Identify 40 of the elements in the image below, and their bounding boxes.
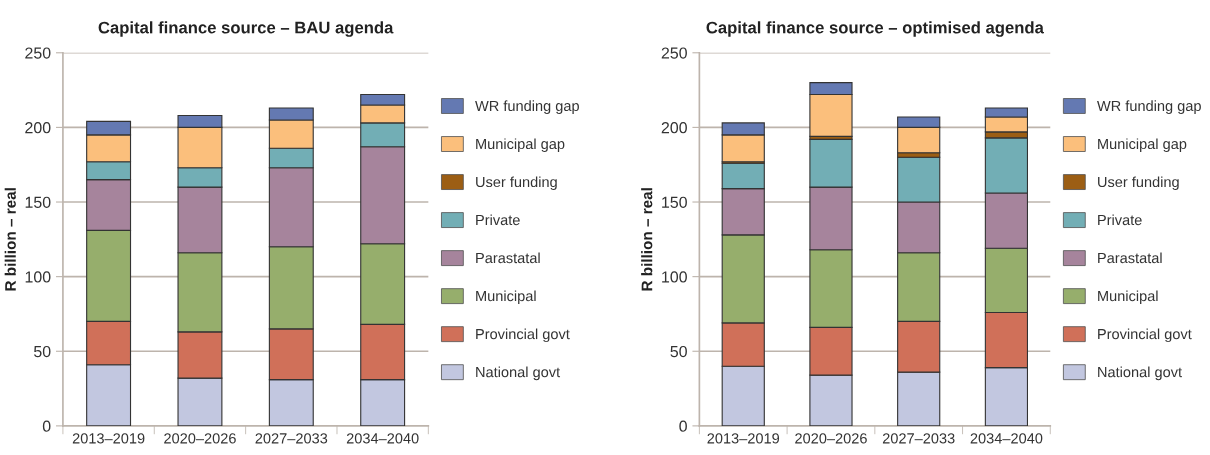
- legend-label: Private: [1098, 214, 1142, 226]
- legend-label: National govt: [476, 366, 561, 381]
- y-tick-label: 50: [33, 345, 51, 358]
- x-tick-label: 2020–2026: [164, 433, 236, 444]
- y-tick-label: 250: [661, 47, 687, 59]
- legend-label: User funding: [1098, 176, 1179, 190]
- legend-label: Municipal gap: [476, 138, 565, 152]
- y-tick-label: 0: [42, 420, 51, 432]
- x-tick-label: 2034–2040: [346, 433, 419, 444]
- legend-label: Provincial govt: [1098, 328, 1192, 343]
- legend-label: Municipal: [476, 290, 536, 305]
- y-tick-label: 150: [25, 196, 51, 208]
- y-axis-title: R billion – real: [4, 188, 16, 291]
- legend-label: User funding: [476, 176, 557, 190]
- x-tick-label: 2020–2026: [795, 433, 867, 444]
- x-tick-label: 2013–2019: [707, 433, 780, 444]
- legend-label: Private: [476, 214, 520, 226]
- x-tick-label: 2034–2040: [970, 433, 1043, 444]
- legend-label: WR funding gap: [1097, 100, 1201, 114]
- legend-label: WR funding gap: [475, 100, 579, 114]
- y-tick-label: 0: [679, 420, 687, 432]
- chart-title: Capital finance source – optimised agenda: [706, 21, 1044, 37]
- y-tick-label: 100: [25, 271, 51, 283]
- x-tick-label: 2013–2019: [72, 433, 145, 444]
- legend-label: Provincial govt: [476, 328, 570, 343]
- legend-label: Parastatal: [1098, 252, 1162, 264]
- legend-label: Parastatal: [476, 252, 540, 264]
- x-tick-label: 2027–2033: [882, 433, 955, 444]
- y-axis-title: R billion – real: [641, 188, 653, 291]
- legend-label: Municipal gap: [1098, 138, 1187, 152]
- y-tick-label: 100: [662, 271, 687, 283]
- legend-label: National govt: [1098, 366, 1182, 381]
- y-tick-label: 200: [25, 122, 51, 134]
- y-tick-label: 200: [661, 122, 687, 134]
- y-tick-label: 150: [662, 196, 687, 208]
- y-tick-label: 250: [25, 47, 51, 59]
- y-tick-label: 50: [670, 345, 687, 358]
- chart-title: Capital finance source – BAU agenda: [98, 21, 394, 37]
- x-tick-label: 2027–2033: [255, 433, 328, 444]
- legend-label: Municipal: [1098, 290, 1158, 305]
